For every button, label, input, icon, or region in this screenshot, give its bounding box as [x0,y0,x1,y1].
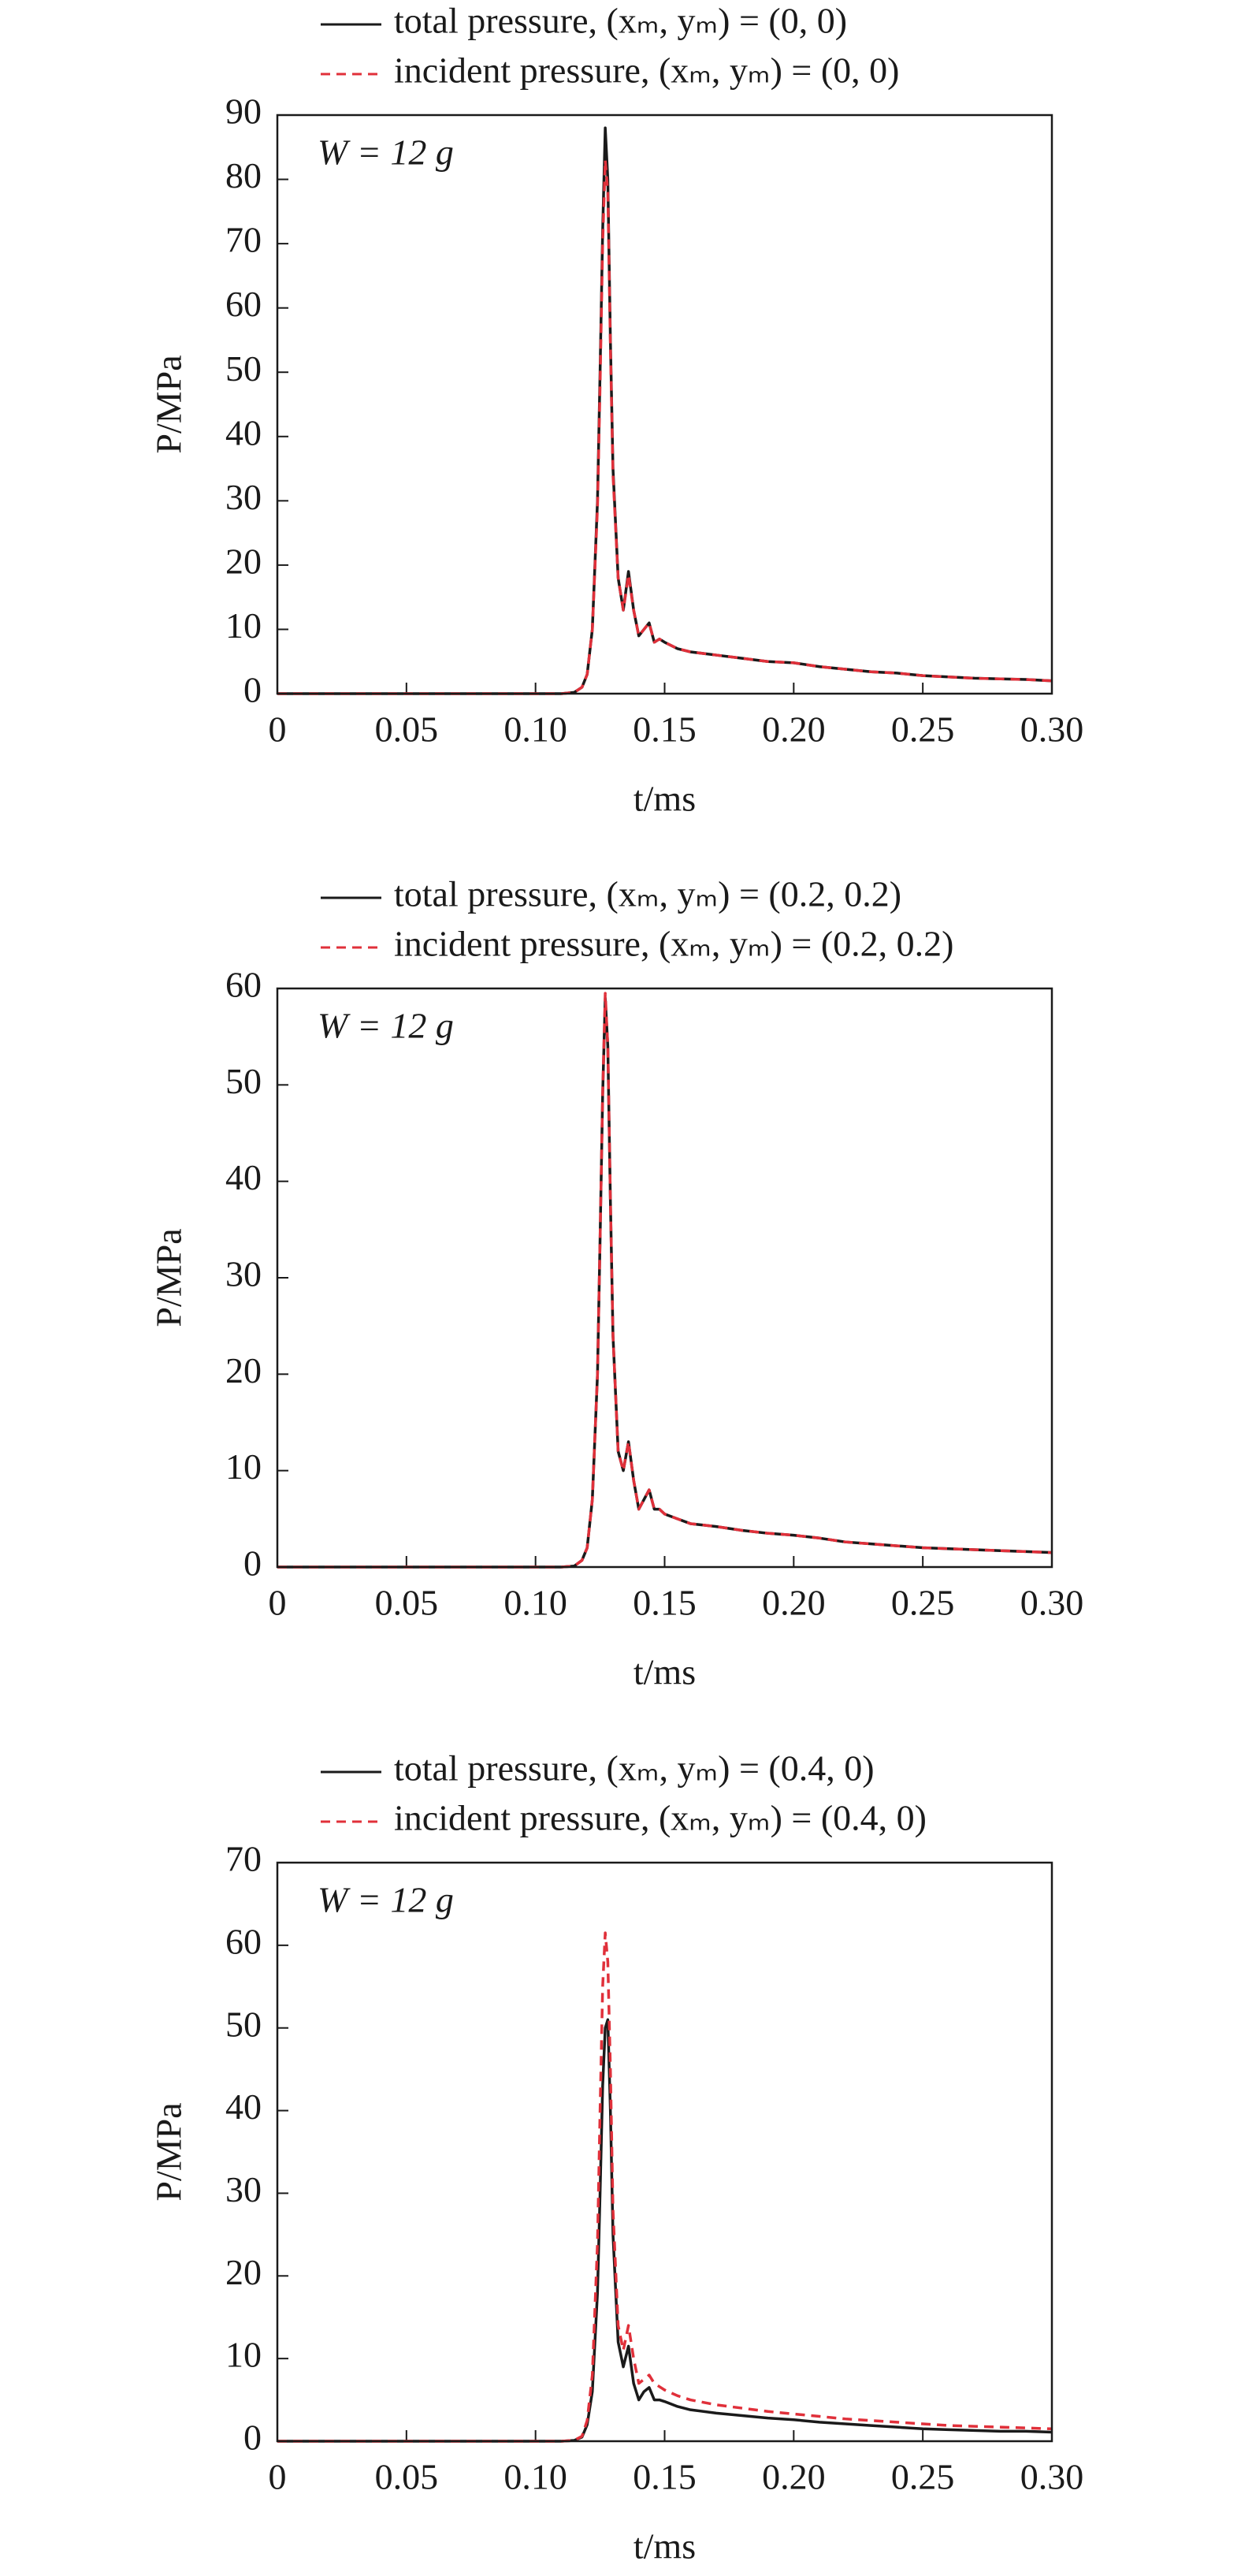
y-tick-label: 40 [225,2086,262,2127]
y-tick-label: 0 [243,670,262,710]
y-axis-label: P/MPa [149,355,189,453]
y-tick-label: 0 [243,2418,262,2458]
y-tick-label: 50 [225,1061,262,1101]
y-tick-label: 30 [225,1254,262,1294]
y-tick-label: 50 [225,2004,262,2044]
legend-label: total pressure, (xₘ, yₘ) = (0.4, 0) [394,1748,875,1789]
x-tick-label: 0.15 [633,2457,697,2497]
x-tick-label: 0.15 [633,1583,697,1623]
y-tick-label: 20 [225,2252,262,2292]
legend-label: incident pressure, (xₘ, yₘ) = (0, 0) [394,50,899,91]
x-tick-label: 0 [269,709,287,750]
y-tick-label: 40 [225,1157,262,1197]
y-tick-label: 40 [225,412,262,452]
series-line [277,158,1053,695]
x-tick-label: 0.05 [375,709,439,750]
y-tick-label: 30 [225,477,262,517]
x-tick-label: 0.25 [891,709,955,750]
y-tick-label: 60 [225,1921,262,1961]
series-line [277,992,1053,1569]
x-tick-label: 0.25 [891,2457,955,2497]
series-line [277,2018,1053,2443]
x-tick-label: 0.25 [891,1583,955,1623]
y-tick-label: 10 [225,1446,262,1487]
y-tick-label: 30 [225,2169,262,2209]
plot-frame [276,114,1053,695]
x-tick-label: 0.30 [1020,2457,1084,2497]
y-axis-label: P/MPa [149,2102,189,2201]
annotation: W = 12 g [318,1006,454,1046]
y-tick-label: 90 [225,91,262,132]
y-tick-label: 10 [225,2335,262,2375]
x-tick-label: 0.10 [503,709,567,750]
legend-label: total pressure, (xₘ, yₘ) = (0.2, 0.2) [394,874,901,914]
y-tick-label: 60 [225,965,262,1005]
x-tick-label: 0 [269,2457,287,2497]
x-tick-label: 0.15 [633,709,697,750]
plot-frame [276,1861,1053,2443]
x-tick-label: 0 [269,1583,287,1623]
x-axis-label: t/ms [634,779,696,819]
x-tick-label: 0.10 [503,1583,567,1623]
y-tick-label: 0 [243,1543,262,1584]
y-tick-label: 70 [225,1839,262,1879]
x-tick-label: 0.10 [503,2457,567,2497]
series-line [277,996,1053,1569]
y-axis-label: P/MPa [149,1228,189,1327]
x-tick-label: 0.05 [375,2457,439,2497]
x-axis-label: t/ms [634,2526,696,2567]
x-tick-label: 0.20 [762,1583,826,1623]
annotation: W = 12 g [318,132,454,173]
y-tick-label: 20 [225,1350,262,1390]
x-axis-label: t/ms [634,1652,696,1692]
x-tick-label: 0.30 [1020,1583,1084,1623]
series-line [277,126,1053,695]
plot-frame [276,987,1053,1569]
annotation: W = 12 g [318,1880,454,1920]
y-tick-label: 10 [225,605,262,646]
x-tick-label: 0.20 [762,2457,826,2497]
y-tick-label: 70 [225,220,262,260]
x-tick-label: 0.20 [762,709,826,750]
x-tick-label: 0.30 [1020,709,1084,750]
y-tick-label: 50 [225,348,262,389]
y-tick-label: 80 [225,155,262,195]
y-tick-label: 20 [225,541,262,581]
legend-label: incident pressure, (xₘ, yₘ) = (0.4, 0) [394,1798,927,1838]
legend-label: incident pressure, (xₘ, yₘ) = (0.2, 0.2) [394,924,953,964]
x-tick-label: 0.05 [375,1583,439,1623]
y-tick-label: 60 [225,284,262,324]
legend-label: total pressure, (xₘ, yₘ) = (0, 0) [394,1,847,41]
series-line [277,1931,1053,2443]
